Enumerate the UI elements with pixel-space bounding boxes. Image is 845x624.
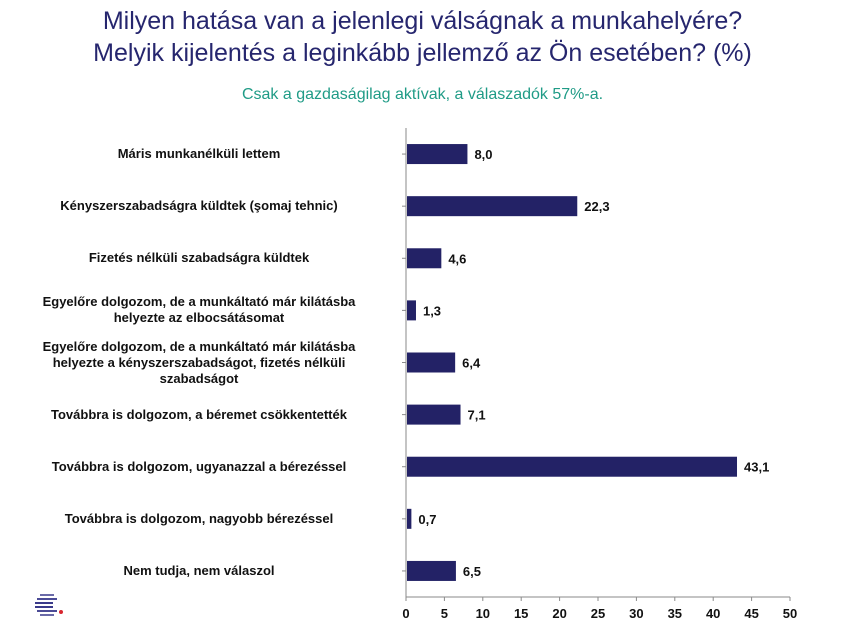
category-label: Továbbra is dolgozom, nagyobb bérezéssel [4, 511, 394, 527]
bar [407, 352, 456, 373]
x-tick-label: 10 [476, 606, 490, 621]
data-label: 6,5 [463, 564, 481, 579]
x-tick-label: 35 [668, 606, 682, 621]
x-tick-label: 45 [744, 606, 758, 621]
category-label-line: Egyelőre dolgozom, de a munkáltató már k… [42, 338, 356, 354]
chart-title-line1: Milyen hatása van a jelenlegi válságnak … [102, 7, 743, 35]
category-label-line: Továbbra is dolgozom, nagyobb bérezéssel [64, 510, 334, 526]
category-label: Máris munkanélküli lettem [4, 146, 394, 162]
company-logo [35, 594, 63, 616]
category-label-line: helyezte a kényszerszabadságot, fizetés … [52, 354, 346, 370]
chart-title-line2: Melyik kijelentés a leginkább jellemző a… [93, 39, 752, 67]
category-label-line: Kényszerszabadságra küldtek (şomaj tehni… [60, 198, 338, 214]
category-label: Egyelőre dolgozom, de a munkáltató már k… [4, 339, 394, 387]
data-label: 22,3 [584, 199, 609, 214]
bar [407, 300, 416, 321]
category-label-line: Továbbra is dolgozom, ugyanazzal a bérez… [51, 458, 347, 474]
category-label: Továbbra is dolgozom, ugyanazzal a bérez… [4, 459, 394, 475]
category-label: Kényszerszabadságra küldtek (şomaj tehni… [4, 198, 394, 214]
data-label: 8,0 [474, 147, 492, 162]
data-label: 6,4 [462, 356, 481, 371]
bar [407, 560, 456, 581]
category-label: Nem tudja, nem válaszol [4, 563, 394, 579]
category-label: Egyelőre dolgozom, de a munkáltató már k… [4, 294, 394, 326]
category-label: Fizetés nélküli szabadságra küldtek [4, 250, 394, 266]
x-tick-label: 50 [783, 606, 797, 621]
bar [407, 456, 738, 477]
x-tick-label: 5 [441, 606, 448, 621]
category-label-line: szabadságot [159, 370, 239, 386]
bar [407, 196, 578, 217]
x-tick-label: 0 [402, 606, 409, 621]
x-tick-label: 20 [552, 606, 566, 621]
data-label: 7,1 [468, 408, 486, 423]
data-label: 4,6 [448, 251, 466, 266]
chart-subtitle: Csak a gazdaságilag aktívak, a válaszadó… [241, 86, 604, 103]
category-label-line: helyezte az elbocsátásomat [113, 310, 285, 326]
bar [407, 508, 412, 529]
category-label-line: Nem tudja, nem válaszol [123, 562, 275, 578]
category-label-line: Máris munkanélküli lettem [117, 146, 281, 162]
x-tick-label: 40 [706, 606, 720, 621]
bar [407, 404, 461, 425]
category-label-line: Egyelőre dolgozom, de a munkáltató már k… [42, 294, 356, 310]
data-label: 0,7 [418, 512, 436, 527]
x-tick-label: 25 [591, 606, 605, 621]
bar [407, 144, 468, 165]
bar [407, 248, 442, 269]
category-label: Továbbra is dolgozom, a béremet csökkent… [4, 407, 394, 423]
x-tick-label: 15 [514, 606, 528, 621]
data-label: 43,1 [744, 460, 769, 475]
data-label: 1,3 [423, 303, 441, 318]
x-tick-label: 30 [629, 606, 643, 621]
category-label-line: Fizetés nélküli szabadságra küldtek [88, 250, 310, 266]
category-label-line: Továbbra is dolgozom, a béremet csökkent… [51, 406, 347, 422]
